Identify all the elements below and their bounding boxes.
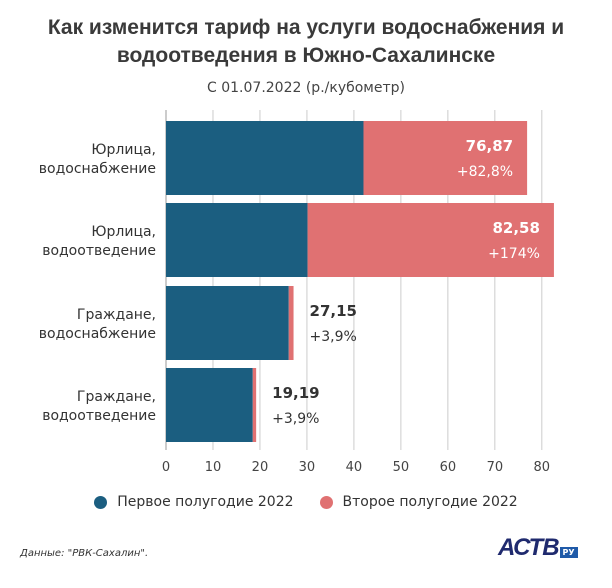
bar-chart: 0 10 20 30 40 50 60 70 80 Юрлица, водоснабжение 76,…: [39, 110, 554, 475]
x-tick-label-30: 30: [299, 460, 316, 475]
data-label-change-2: +3,9%: [310, 329, 357, 345]
logo-domain: РУ: [559, 547, 578, 558]
x-tick-label-80: 80: [534, 460, 551, 475]
bar-1-series-1: [307, 203, 554, 277]
legend-label-second-half: Второе полугодие 2022: [342, 494, 518, 510]
data-label-total-1: 82,58: [492, 219, 539, 237]
bar-3-series-1: [252, 368, 257, 442]
chart-title: Как изменится тариф на услуги водоснабже…: [47, 16, 565, 67]
x-tick-label-60: 60: [440, 460, 457, 475]
legend-label-first-half: Первое полугодие 2022: [117, 494, 294, 510]
bar-3-series-0: [166, 368, 253, 442]
category-label-2-1: водоснабжение: [39, 326, 156, 342]
data-label-total-2: 27,15: [310, 302, 357, 320]
legend: Первое полугодие 2022 Второе полугодие 2…: [0, 494, 612, 510]
x-tick-label-70: 70: [487, 460, 504, 475]
data-label-change-3: +3,9%: [272, 411, 319, 427]
bar-2-series-0: [166, 286, 289, 360]
logo-text: АСТВ: [498, 534, 560, 561]
category-label-3-0: Граждане,: [77, 389, 156, 405]
bar-2-series-1: [288, 286, 294, 360]
bar-1-series-0: [166, 203, 308, 277]
data-label-change-1: +174%: [488, 246, 540, 262]
legend-swatch-second-half: [319, 495, 333, 509]
x-tick-label-10: 10: [205, 460, 222, 475]
x-tick-label-40: 40: [346, 460, 363, 475]
data-label-total-0: 76,87: [466, 137, 513, 155]
x-tick-label-50: 50: [393, 460, 410, 475]
category-label-1-1: водоотведение: [42, 243, 156, 259]
source-note: Данные: "РВК-Сахалин".: [20, 548, 149, 559]
legend-item-second-half: Второе полугодие 2022: [319, 494, 518, 510]
data-label-total-3: 19,19: [272, 384, 319, 402]
astv-logo[interactable]: АСТВ РУ: [498, 534, 578, 562]
x-tick-label-0: 0: [162, 460, 170, 475]
category-label-3-1: водоотведение: [42, 408, 156, 424]
category-label-1-0: Юрлица,: [91, 224, 156, 240]
legend-swatch-first-half: [94, 495, 108, 509]
bar-0-series-0: [166, 121, 364, 195]
chart-subtitle: С 01.07.2022 (р./кубометр): [207, 80, 405, 96]
x-tick-label-20: 20: [252, 460, 269, 475]
bar-0-series-1: [363, 121, 528, 195]
category-label-0-0: Юрлица,: [91, 142, 156, 158]
category-label-2-0: Граждане,: [77, 307, 156, 323]
legend-item-first-half: Первое полугодие 2022: [94, 494, 294, 510]
data-label-change-0: +82,8%: [457, 164, 513, 180]
category-label-0-1: водоснабжение: [39, 161, 156, 177]
